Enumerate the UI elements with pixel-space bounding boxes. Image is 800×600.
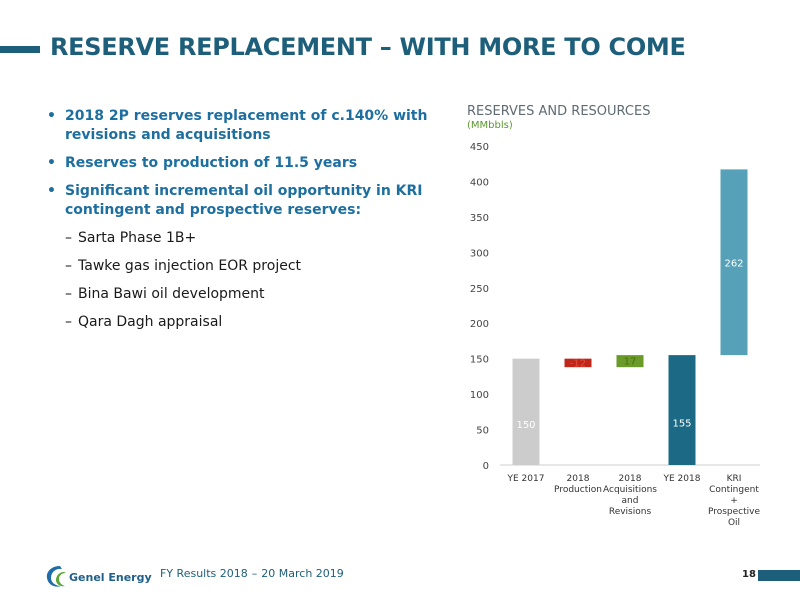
bullet-item: • Significant incremental oil opportunity… xyxy=(42,182,432,220)
y-tick-label: 50 xyxy=(476,426,489,437)
y-tick-label: 400 xyxy=(470,177,489,188)
y-tick-label: 350 xyxy=(470,213,489,224)
page-accent-bar xyxy=(758,570,800,581)
sub-bullet-dash: – xyxy=(65,286,72,302)
waterfall-bar xyxy=(564,358,592,368)
y-tick-label: 200 xyxy=(470,319,489,330)
x-tick-label: Prospective xyxy=(708,507,761,517)
y-tick-label: 250 xyxy=(470,284,489,295)
genel-energy-logo: Genel Energy xyxy=(46,566,152,587)
bullet-dot: • xyxy=(47,155,56,171)
x-tick-label: YE 2018 xyxy=(663,474,701,484)
bullet-item: • 2018 2P reserves replacement of c.140% … xyxy=(42,107,432,145)
footer-separator: – xyxy=(251,567,258,580)
sub-bullet-item: – Tawke gas injection EOR project xyxy=(42,257,432,275)
bullet-dot: • xyxy=(47,108,56,124)
data-label: 17 xyxy=(624,357,637,368)
logo-wordmark: Genel Energy xyxy=(69,571,152,584)
sub-bullet-item: – Qara Dagh appraisal xyxy=(42,313,432,331)
x-tick-label: 2018 xyxy=(619,474,642,484)
bullet-text: 2018 2P reserves replacement of c.140% w… xyxy=(65,108,428,143)
sub-bullet-dash: – xyxy=(65,258,72,274)
waterfall-bar xyxy=(720,169,748,356)
y-tick-label: 150 xyxy=(470,355,489,366)
waterfall-bar xyxy=(616,355,644,368)
sub-bullet-item: – Bina Bawi oil development xyxy=(42,285,432,303)
title-accent-bar xyxy=(0,46,40,53)
chart-title: RESERVES AND RESOURCES xyxy=(467,104,651,119)
footer-date: 20 March 2019 xyxy=(261,567,344,580)
x-tick-label: KRI xyxy=(727,474,742,484)
sub-bullet-text: Bina Bawi oil development xyxy=(78,286,265,302)
page-number: 18 xyxy=(742,569,756,580)
x-tick-label: + xyxy=(730,496,738,506)
sub-bullet-text: Tawke gas injection EOR project xyxy=(78,258,302,274)
bullet-text: Reserves to production of 11.5 years xyxy=(65,155,358,171)
slide-title: RESERVE REPLACEMENT – WITH MORE TO COME xyxy=(50,33,686,61)
x-tick-label: 2018 xyxy=(567,474,590,484)
sub-bullet-item: – Sarta Phase 1B+ xyxy=(42,229,432,247)
x-tick-label: Revisions xyxy=(609,507,652,517)
x-tick-label: Oil xyxy=(728,518,740,528)
footer-event: FY Results 2018 xyxy=(160,567,248,580)
bullet-item: • Reserves to production of 11.5 years xyxy=(42,154,432,173)
sub-bullet-dash: – xyxy=(65,230,72,246)
sub-bullet-text: Sarta Phase 1B+ xyxy=(78,230,197,246)
y-tick-label: 0 xyxy=(483,461,489,472)
waterfall-bar xyxy=(668,355,696,465)
sub-bullet-text: Qara Dagh appraisal xyxy=(78,314,223,330)
x-tick-label: Contingent xyxy=(709,485,759,495)
waterfall-bar xyxy=(512,358,540,465)
data-label: 150 xyxy=(516,420,535,431)
x-tick-label: Production xyxy=(554,485,602,495)
y-tick-label: 300 xyxy=(470,248,489,259)
data-label: 262 xyxy=(724,258,743,269)
bullet-list: • 2018 2P reserves replacement of c.140% … xyxy=(42,107,432,341)
footer-text: FY Results 2018–20 March 2019 xyxy=(160,567,344,580)
y-tick-label: 450 xyxy=(470,142,489,153)
bullet-dot: • xyxy=(47,183,56,199)
logo-swirl-icon xyxy=(46,566,66,587)
bullet-text: Significant incremental oil opportunity … xyxy=(65,183,423,218)
x-tick-label: Acquisitions xyxy=(603,485,657,495)
data-label: -12 xyxy=(570,358,586,369)
data-label: 155 xyxy=(672,419,691,430)
sub-bullet-dash: – xyxy=(65,314,72,330)
x-tick-label: and xyxy=(622,496,639,506)
x-tick-label: YE 2017 xyxy=(507,474,545,484)
chart-subtitle: (MMbbls) xyxy=(467,120,513,131)
y-tick-label: 100 xyxy=(470,390,489,401)
